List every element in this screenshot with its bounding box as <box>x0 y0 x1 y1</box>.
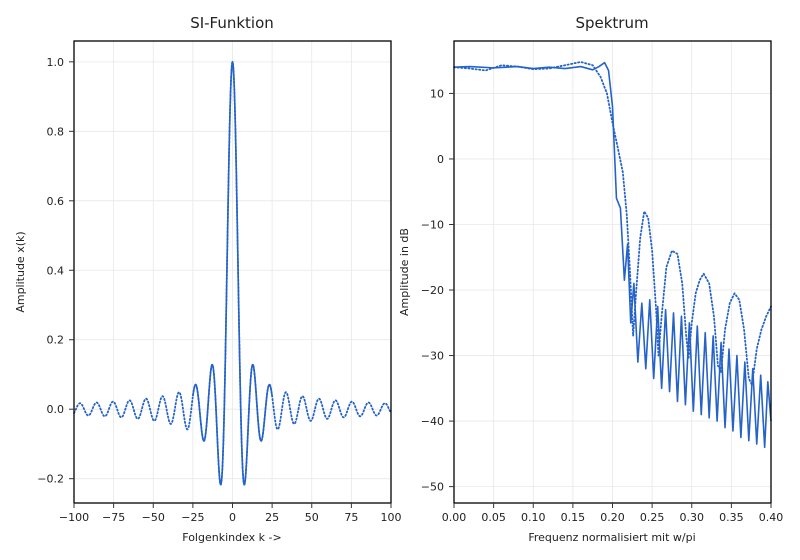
x-tick-label: 0.40 <box>759 511 784 524</box>
y-tick-label: −0.2 <box>37 473 64 486</box>
x-tick-label: −25 <box>181 511 204 524</box>
y-tick-label: 0.8 <box>47 125 65 138</box>
y-tick-label: −30 <box>421 350 444 363</box>
x-tick-label: 0.20 <box>600 511 625 524</box>
spectrum-plot: Spektrum 0.00 0.05 0.10 0.15 0.20 0.25 0.30 0.3… <box>398 14 783 544</box>
right-series-group <box>453 61 772 449</box>
left-grid <box>73 41 392 503</box>
right-y-axis-label: Amplitude in dB <box>398 228 411 316</box>
x-tick-label: 0.15 <box>561 511 586 524</box>
x-tick-label: 0.30 <box>680 511 705 524</box>
y-tick-label: 10 <box>430 87 444 100</box>
x-tick-label: 0.00 <box>442 511 467 524</box>
y-tick-label: −10 <box>421 218 444 231</box>
x-tick-label: 0 <box>229 511 236 524</box>
y-tick-label: 0 <box>437 153 444 166</box>
x-tick-label: −50 <box>142 511 165 524</box>
left-plot-title: SI-Funktion <box>190 14 274 32</box>
left-ticks: −100 −75 −50 −25 0 25 50 75 100 −0.2 0.0 0.2 0.4 0.6 0… <box>37 56 401 524</box>
spectrum-solid-line <box>453 61 772 449</box>
y-tick-label: −50 <box>421 481 444 494</box>
right-grid <box>453 41 772 503</box>
x-tick-label: 25 <box>265 511 279 524</box>
y-tick-label: −20 <box>421 284 444 297</box>
right-plot-title: Spektrum <box>575 14 648 32</box>
x-tick-label: 0.25 <box>640 511 665 524</box>
x-tick-label: −100 <box>59 511 89 524</box>
left-series-group <box>73 60 392 486</box>
left-x-axis-label: Folgenkindex k -> <box>182 531 281 544</box>
si-function-plot: SI-Funktion −100 −75 −50 −25 0 25 50 75 100 −0.2 0… <box>14 14 402 544</box>
right-ticks: 0.00 0.05 0.10 0.15 0.20 0.25 0.30 0.35 0.40 10 0 −… <box>421 87 783 524</box>
y-tick-label: 0.0 <box>47 403 65 416</box>
left-y-axis-label: Amplitude x(k) <box>14 231 27 312</box>
x-tick-label: 0.35 <box>719 511 744 524</box>
x-tick-label: 0.05 <box>481 511 506 524</box>
x-tick-label: 100 <box>381 511 402 524</box>
y-tick-label: 1.0 <box>47 56 65 69</box>
right-x-axis-label: Frequenz normalisiert mit w/pi <box>528 531 695 544</box>
x-tick-label: 50 <box>305 511 319 524</box>
y-tick-label: 0.6 <box>47 195 65 208</box>
y-tick-label: 0.4 <box>47 264 65 277</box>
y-tick-label: −40 <box>421 415 444 428</box>
x-tick-label: −75 <box>102 511 125 524</box>
spectrum-dotted-line <box>453 61 772 386</box>
x-tick-label: 75 <box>344 511 358 524</box>
y-tick-label: 0.2 <box>47 334 65 347</box>
si-dotted-line <box>73 60 392 486</box>
x-tick-label: 0.10 <box>521 511 546 524</box>
